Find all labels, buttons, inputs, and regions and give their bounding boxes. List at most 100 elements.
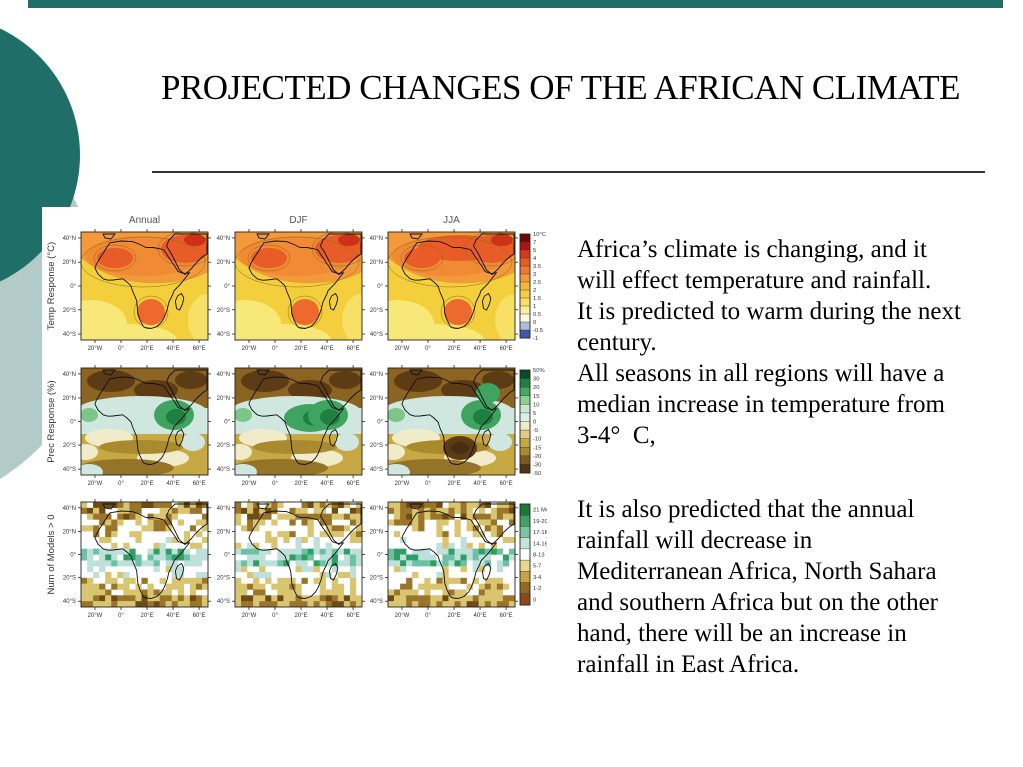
colorbar-label: 5 bbox=[533, 411, 536, 417]
x-tick-label: 20°E bbox=[295, 346, 308, 352]
colorbar-label: 50% bbox=[533, 368, 545, 374]
map-panel-row2-col2: 20°W 0° 20°E 40°E 60°E 40°N 20°N 0° 20°S 40°S bbox=[217, 365, 365, 487]
x-tick-label: 40°E bbox=[321, 613, 334, 619]
y-tick-label: 20°S bbox=[217, 443, 230, 449]
x-tick-label: 40°E bbox=[167, 613, 180, 619]
y-tick-label: 0° bbox=[377, 553, 383, 559]
coastline bbox=[319, 369, 362, 412]
map-panel-row2-col1: 20°W 0° 20°E 40°E 60°E 40°N 20°N 0° 20°S 40°S bbox=[63, 365, 211, 487]
colorbar-label: -30 bbox=[533, 462, 541, 468]
y-tick-label: 40°N bbox=[370, 372, 383, 378]
y-tick-label: 40°N bbox=[370, 506, 383, 512]
x-tick-label: 0° bbox=[425, 481, 431, 487]
coastline bbox=[401, 510, 498, 599]
colorbar-label: 1-2 bbox=[533, 586, 541, 592]
colorbar-label: 3.5 bbox=[533, 264, 541, 270]
map-panel-row1-col3: 20°W 0° 20°E 40°E 60°E 40°N 20°N 0° 20°S 40°S bbox=[370, 229, 518, 352]
y-tick-label: 20°S bbox=[63, 576, 76, 582]
slide-title: PROJECTED CHANGES OF THE AFRICAN CLIMATE bbox=[160, 68, 961, 107]
colorbar-label: 10°C bbox=[533, 232, 546, 238]
coastline bbox=[472, 233, 515, 276]
y-tick-label: 20°N bbox=[370, 260, 383, 266]
colorbar-label: 0 bbox=[533, 420, 536, 426]
coastline bbox=[248, 376, 345, 465]
colorbar-label: 5 bbox=[533, 248, 536, 254]
coastline bbox=[165, 503, 208, 546]
coastline bbox=[102, 233, 116, 240]
colorbar-label: 3-4 bbox=[533, 575, 542, 581]
y-tick-label: 20°N bbox=[217, 396, 230, 402]
y-tick-label: 20°S bbox=[370, 308, 383, 314]
body-paragraph-1: Africa’s climate is changing, and it wil… bbox=[577, 236, 961, 449]
coastline bbox=[319, 503, 362, 546]
colorbar-label: 3 bbox=[533, 272, 536, 278]
x-tick-label: 20°W bbox=[395, 346, 410, 352]
y-tick-label: 40°N bbox=[217, 372, 230, 378]
x-tick-label: 20°W bbox=[395, 481, 410, 487]
y-tick-label: 40°N bbox=[370, 236, 383, 242]
coastline bbox=[481, 428, 492, 447]
colorbar-label: 21 Models bbox=[533, 508, 547, 514]
colorbar-label: -0.5 bbox=[533, 328, 543, 334]
top-accent-bar bbox=[28, 0, 1003, 8]
x-tick-label: 60°E bbox=[347, 481, 360, 487]
coastline bbox=[319, 233, 362, 276]
coastline bbox=[94, 376, 191, 465]
colorbar-label: -10 bbox=[533, 437, 541, 443]
y-tick-label: 40°N bbox=[63, 506, 76, 512]
colorbar-label: 20 bbox=[533, 385, 539, 391]
coastline bbox=[165, 369, 208, 412]
x-tick-label: 60°E bbox=[347, 346, 360, 352]
colorbar-label: 10 bbox=[533, 402, 539, 408]
y-tick-label: 20°N bbox=[217, 529, 230, 535]
x-tick-label: 0° bbox=[272, 346, 278, 352]
y-tick-label: 20°N bbox=[63, 260, 76, 266]
y-tick-label: 0° bbox=[224, 284, 230, 290]
y-tick-label: 40°N bbox=[217, 236, 230, 242]
coastline bbox=[94, 510, 191, 599]
x-tick-label: 60°E bbox=[193, 613, 206, 619]
column-title-2: DJF bbox=[289, 215, 307, 226]
model-count-scale: 21 Models 19-20 17-18 14-16 8-13 5-7 3-4 1-2 0 bbox=[519, 503, 547, 606]
x-tick-label: 60°E bbox=[193, 481, 206, 487]
x-tick-label: 0° bbox=[425, 346, 431, 352]
x-tick-label: 20°W bbox=[88, 613, 103, 619]
x-tick-label: 20°W bbox=[88, 346, 103, 352]
coastline bbox=[328, 562, 339, 581]
map-panel-row2-col3: 20°W 0° 20°E 40°E 60°E 40°N 20°N 0° 20°S 40°S bbox=[370, 365, 518, 487]
y-tick-label: 40°S bbox=[217, 467, 230, 473]
coastline bbox=[472, 503, 515, 546]
x-tick-label: 20°E bbox=[295, 613, 308, 619]
y-tick-label: 0° bbox=[70, 420, 76, 426]
x-tick-label: 40°E bbox=[321, 346, 334, 352]
y-tick-label: 20°S bbox=[63, 308, 76, 314]
y-tick-label: 0° bbox=[224, 553, 230, 559]
x-tick-label: 20°W bbox=[242, 481, 257, 487]
coastline bbox=[102, 503, 116, 510]
coastline bbox=[174, 292, 185, 311]
x-tick-label: 0° bbox=[118, 613, 124, 619]
colorbar-label: 17-18 bbox=[533, 530, 547, 536]
x-tick-label: 60°E bbox=[500, 346, 513, 352]
y-tick-label: 40°S bbox=[63, 599, 76, 605]
colorbar-label: 19-20 bbox=[533, 519, 547, 525]
coastline bbox=[409, 369, 423, 376]
y-tick-label: 40°N bbox=[217, 506, 230, 512]
x-tick-label: 20°W bbox=[88, 481, 103, 487]
coastline bbox=[256, 369, 270, 376]
x-tick-label: 60°E bbox=[193, 346, 206, 352]
y-tick-label: 0° bbox=[224, 420, 230, 426]
colorbar-label: 7 bbox=[533, 240, 536, 246]
colorbar-label: -20 bbox=[533, 454, 541, 460]
title-underline bbox=[152, 171, 985, 173]
coastline bbox=[481, 562, 492, 581]
y-tick-label: 40°S bbox=[217, 332, 230, 338]
climate-projection-figure: 20°W 0° 20°E 40°E 60°E 40°N 20°N 0° 20°S 40°S 20°W… bbox=[42, 207, 547, 665]
x-tick-label: 20°E bbox=[141, 613, 154, 619]
x-tick-label: 20°E bbox=[141, 346, 154, 352]
colorbar-label: 15 bbox=[533, 394, 539, 400]
coastline bbox=[409, 503, 423, 510]
map-panel-row3-col2: 20°W 0° 20°E 40°E 60°E 40°N 20°N 0° 20°S 40°S bbox=[217, 499, 365, 619]
y-tick-label: 0° bbox=[377, 284, 383, 290]
colorbar-label: 0 bbox=[533, 320, 536, 326]
